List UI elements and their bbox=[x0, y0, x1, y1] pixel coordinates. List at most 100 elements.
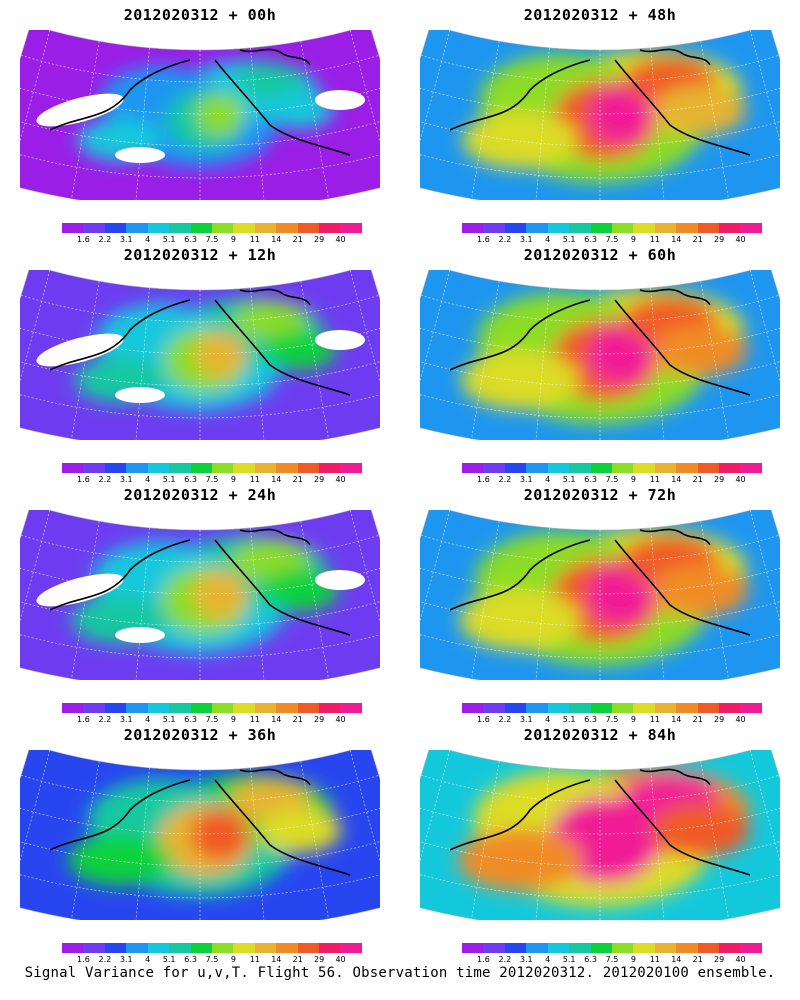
panel-title: 2012020312 + 84h bbox=[523, 726, 677, 744]
colorbar-tick-label: 21 bbox=[292, 235, 303, 244]
colorbar-tick-label: 4 bbox=[545, 715, 551, 724]
colorbar-ticks: 1.6 2.2 3.1 4 5.1 6.3 7.5 9 11 14 21 29 40 bbox=[462, 236, 762, 246]
colorbar-swatch bbox=[547, 223, 570, 233]
colorbar-tick-label: 29 bbox=[714, 715, 725, 724]
colorbar-swatch bbox=[483, 943, 505, 953]
colorbar-swatch bbox=[719, 223, 741, 233]
colorbar-tick-label: 1.6 bbox=[77, 955, 90, 964]
colorbar-swatch bbox=[276, 703, 298, 713]
colorbar-tick-label: 29 bbox=[714, 955, 725, 964]
colorbar-swatch bbox=[697, 463, 720, 473]
panel-title: 2012020312 + 60h bbox=[523, 246, 677, 264]
map-panel: 2012020312 + 24h 1.6 2.2 3.1 4 5.1 6.3 7.5 9 11 14… bbox=[0, 480, 400, 724]
colorbar-swatch bbox=[104, 463, 127, 473]
colorbar-swatch bbox=[654, 943, 677, 953]
colorbar-swatch bbox=[719, 943, 741, 953]
figure-caption: Signal Variance for u,v,T. Flight 56. Ob… bbox=[24, 965, 776, 981]
colorbar-tick-label: 9 bbox=[630, 955, 636, 964]
polar-sector-map bbox=[420, 510, 780, 680]
colorbar-swatch bbox=[740, 463, 762, 473]
colorbar-tick-label: 3.1 bbox=[519, 955, 533, 964]
colorbar-swatch bbox=[254, 703, 277, 713]
colorbar-tick-label: 1.6 bbox=[77, 235, 90, 244]
colorbar-swatch bbox=[676, 943, 698, 953]
colorbar-tick-label: 29 bbox=[314, 235, 325, 244]
colorbar-swatch bbox=[276, 463, 298, 473]
colorbar-swatch bbox=[697, 703, 720, 713]
colorbar-swatch bbox=[462, 703, 484, 713]
colorbar-tick-label: 40 bbox=[735, 715, 746, 724]
colorbar-tick-label: 14 bbox=[271, 715, 282, 724]
colorbar-swatch bbox=[504, 463, 527, 473]
colorbar-swatch bbox=[297, 943, 320, 953]
colorbar bbox=[62, 223, 362, 233]
colorbar-swatch bbox=[654, 703, 677, 713]
map-panel: 2012020312 + 72h 1.6 2.2 3.1 4 5.1 6.3 7.5 9 11 14… bbox=[400, 480, 800, 724]
colorbar-swatch bbox=[83, 943, 105, 953]
colorbar-ticks: 1.6 2.2 3.1 4 5.1 6.3 7.5 9 11 14 21 29 40 bbox=[62, 236, 362, 246]
colorbar-tick-label: 11 bbox=[249, 955, 260, 964]
colorbar-swatch bbox=[211, 943, 234, 953]
colorbar-tick-label: 3.1 bbox=[119, 475, 133, 484]
colorbar-tick-label: 3.1 bbox=[119, 715, 133, 724]
colorbar bbox=[62, 463, 362, 473]
colorbar bbox=[462, 943, 762, 953]
colorbar-swatch bbox=[126, 463, 148, 473]
colorbar-tick-label: 14 bbox=[271, 475, 282, 484]
colorbar-tick-label: 6.3 bbox=[184, 475, 197, 484]
colorbar-swatch bbox=[547, 703, 570, 713]
colorbar-swatch bbox=[611, 703, 634, 713]
colorbar-tick-label: 5.1 bbox=[562, 235, 576, 244]
colorbar-swatch bbox=[319, 463, 341, 473]
colorbar-tick-label: 4 bbox=[145, 235, 151, 244]
colorbar-tick-label: 4 bbox=[145, 715, 151, 724]
colorbar-tick-label: 14 bbox=[671, 955, 682, 964]
map-panel: 2012020312 + 60h 1.6 2.2 3.1 4 5.1 6.3 7.5 9 11 14… bbox=[400, 240, 800, 484]
colorbar-swatch bbox=[462, 223, 484, 233]
colorbar-swatch bbox=[190, 223, 212, 233]
colorbar-tick-label: 1.6 bbox=[477, 715, 490, 724]
colorbar-swatch bbox=[633, 703, 655, 713]
colorbar-ticks: 1.6 2.2 3.1 4 5.1 6.3 7.5 9 11 14 21 29 40 bbox=[62, 956, 362, 966]
colorbar bbox=[462, 463, 762, 473]
colorbar-tick-label: 14 bbox=[671, 235, 682, 244]
colorbar-swatch bbox=[633, 223, 655, 233]
panel-title: 2012020312 + 36h bbox=[123, 726, 277, 744]
colorbar-tick-label: 2.2 bbox=[498, 235, 512, 244]
colorbar-tick-label: 5.1 bbox=[562, 955, 576, 964]
colorbar-tick-label: 6.3 bbox=[584, 475, 597, 484]
colorbar-tick-label: 40 bbox=[735, 955, 746, 964]
colorbar-swatch bbox=[740, 703, 762, 713]
colorbar-tick-label: 21 bbox=[692, 475, 703, 484]
colorbar-tick-label: 3.1 bbox=[519, 475, 533, 484]
colorbar-swatch bbox=[483, 463, 505, 473]
colorbar-tick-label: 21 bbox=[292, 475, 303, 484]
polar-sector-map bbox=[20, 30, 380, 200]
colorbar-tick-label: 14 bbox=[271, 955, 282, 964]
colorbar-swatch bbox=[676, 703, 698, 713]
colorbar-tick-label: 9 bbox=[630, 475, 636, 484]
colorbar-swatch bbox=[62, 223, 84, 233]
colorbar-tick-label: 6.3 bbox=[184, 235, 197, 244]
colorbar-tick-label: 21 bbox=[292, 955, 303, 964]
colorbar-swatch bbox=[254, 463, 277, 473]
colorbar-tick-label: 29 bbox=[314, 955, 325, 964]
colorbar-tick-label: 5.1 bbox=[162, 955, 176, 964]
colorbar-swatch bbox=[676, 463, 698, 473]
colorbar-tick-label: 4 bbox=[545, 475, 551, 484]
colorbar-swatch bbox=[676, 223, 698, 233]
colorbar-tick-label: 7.5 bbox=[205, 475, 219, 484]
colorbar-tick-label: 7.5 bbox=[205, 955, 219, 964]
colorbar-tick-label: 9 bbox=[230, 235, 236, 244]
colorbar-tick-label: 5.1 bbox=[562, 715, 576, 724]
colorbar-tick-label: 6.3 bbox=[584, 235, 597, 244]
colorbar-tick-label: 29 bbox=[314, 715, 325, 724]
colorbar-swatch bbox=[526, 223, 548, 233]
colorbar-tick-label: 14 bbox=[671, 715, 682, 724]
colorbar-swatch bbox=[483, 223, 505, 233]
colorbar-swatch bbox=[697, 943, 720, 953]
colorbar-swatch bbox=[633, 943, 655, 953]
colorbar-swatch bbox=[254, 223, 277, 233]
colorbar-tick-label: 1.6 bbox=[77, 475, 90, 484]
colorbar-swatch bbox=[147, 463, 170, 473]
